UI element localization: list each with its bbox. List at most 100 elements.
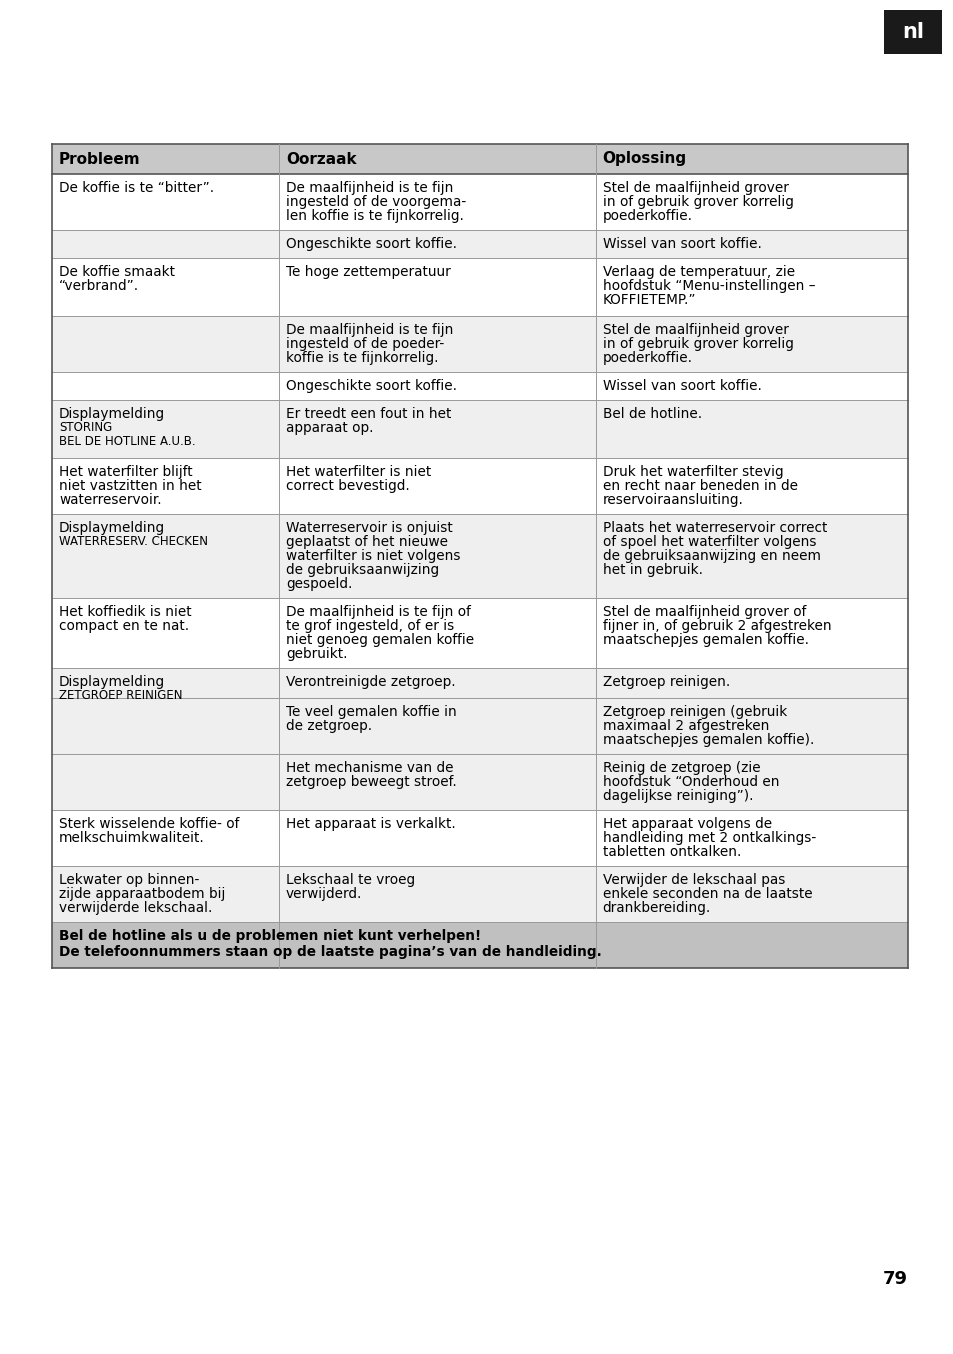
- Text: hoofdstuk “Menu-instellingen –: hoofdstuk “Menu-instellingen –: [602, 279, 814, 292]
- Text: Druk het waterfilter stevig: Druk het waterfilter stevig: [602, 464, 782, 479]
- Text: De maalfijnheid is te fijn: De maalfijnheid is te fijn: [286, 181, 453, 195]
- Text: gebruikt.: gebruikt.: [286, 647, 347, 661]
- Bar: [52, 458, 907, 515]
- Text: De telefoonnummers staan op de laatste pagina’s van de handleiding.: De telefoonnummers staan op de laatste p…: [59, 945, 601, 959]
- Text: fijner in, of gebruik 2 afgestreken: fijner in, of gebruik 2 afgestreken: [602, 619, 830, 634]
- Text: maximaal 2 afgestreken: maximaal 2 afgestreken: [602, 719, 768, 733]
- Text: en recht naar beneden in de: en recht naar beneden in de: [602, 479, 797, 493]
- Text: Te veel gemalen koffie in: Te veel gemalen koffie in: [286, 705, 456, 719]
- Text: Het waterfilter is niet: Het waterfilter is niet: [286, 464, 431, 479]
- Bar: [52, 668, 907, 699]
- Text: drankbereiding.: drankbereiding.: [602, 900, 710, 915]
- Bar: [883, 9, 941, 54]
- Text: compact en te nat.: compact en te nat.: [59, 619, 189, 634]
- Text: Het apparaat volgens de: Het apparaat volgens de: [602, 816, 771, 831]
- Text: nl: nl: [901, 22, 923, 42]
- Text: verwijderd.: verwijderd.: [286, 887, 362, 900]
- Text: koffie is te fijnkorrelig.: koffie is te fijnkorrelig.: [286, 351, 437, 366]
- Text: verwijderde lekschaal.: verwijderde lekschaal.: [59, 900, 213, 915]
- Text: poederkoffie.: poederkoffie.: [602, 351, 692, 366]
- Text: Het koffiedik is niet: Het koffiedik is niet: [59, 605, 192, 619]
- Text: Oorzaak: Oorzaak: [286, 152, 356, 167]
- Bar: [52, 699, 907, 754]
- Bar: [52, 598, 907, 668]
- Text: in of gebruik grover korrelig: in of gebruik grover korrelig: [602, 195, 793, 209]
- Text: in of gebruik grover korrelig: in of gebruik grover korrelig: [602, 337, 793, 351]
- Text: de gebruiksaanwijzing en neem: de gebruiksaanwijzing en neem: [602, 548, 820, 563]
- Text: Reinig de zetgroep (zie: Reinig de zetgroep (zie: [602, 761, 760, 774]
- Text: Wissel van soort koffie.: Wissel van soort koffie.: [602, 379, 760, 393]
- Text: waterfilter is niet volgens: waterfilter is niet volgens: [286, 548, 460, 563]
- Text: Zetgroep reinigen (gebruik: Zetgroep reinigen (gebruik: [602, 705, 786, 719]
- Text: Zetgroep reinigen.: Zetgroep reinigen.: [602, 676, 729, 689]
- Text: Ongeschikte soort koffie.: Ongeschikte soort koffie.: [286, 237, 456, 250]
- Bar: [52, 144, 907, 175]
- Text: waterreservoir.: waterreservoir.: [59, 493, 161, 506]
- Text: zijde apparaatbodem bij: zijde apparaatbodem bij: [59, 887, 225, 900]
- Text: Displaymelding: Displaymelding: [59, 676, 165, 689]
- Text: Wissel van soort koffie.: Wissel van soort koffie.: [602, 237, 760, 250]
- Text: zetgroep beweegt stroef.: zetgroep beweegt stroef.: [286, 774, 456, 789]
- Text: Lekschaal te vroeg: Lekschaal te vroeg: [286, 873, 415, 887]
- Bar: [52, 230, 907, 259]
- Bar: [52, 754, 907, 810]
- Text: De koffie smaakt: De koffie smaakt: [59, 265, 174, 279]
- Bar: [52, 867, 907, 922]
- Text: ZETGROEP REINIGEN: ZETGROEP REINIGEN: [59, 689, 182, 701]
- Text: STORING: STORING: [59, 421, 112, 435]
- Text: Ongeschikte soort koffie.: Ongeschikte soort koffie.: [286, 379, 456, 393]
- Bar: [52, 259, 907, 315]
- Text: reservoiraansluiting.: reservoiraansluiting.: [602, 493, 742, 506]
- Text: KOFFIETEMP.”: KOFFIETEMP.”: [602, 292, 696, 307]
- Text: Stel de maalfijnheid grover of: Stel de maalfijnheid grover of: [602, 605, 805, 619]
- Text: BEL DE HOTLINE A.U.B.: BEL DE HOTLINE A.U.B.: [59, 435, 195, 448]
- Text: Verlaag de temperatuur, zie: Verlaag de temperatuur, zie: [602, 265, 794, 279]
- Text: apparaat op.: apparaat op.: [286, 421, 373, 435]
- Text: enkele seconden na de laatste: enkele seconden na de laatste: [602, 887, 811, 900]
- Text: Verontreinigde zetgroep.: Verontreinigde zetgroep.: [286, 676, 455, 689]
- Text: ingesteld of de poeder-: ingesteld of de poeder-: [286, 337, 444, 351]
- Text: Stel de maalfijnheid grover: Stel de maalfijnheid grover: [602, 324, 787, 337]
- Text: niet genoeg gemalen koffie: niet genoeg gemalen koffie: [286, 634, 474, 647]
- Text: Displaymelding: Displaymelding: [59, 408, 165, 421]
- Bar: [52, 922, 907, 968]
- Text: De maalfijnheid is te fijn of: De maalfijnheid is te fijn of: [286, 605, 470, 619]
- Text: correct bevestigd.: correct bevestigd.: [286, 479, 409, 493]
- Text: Verwijder de lekschaal pas: Verwijder de lekschaal pas: [602, 873, 784, 887]
- Text: hoofdstuk “Onderhoud en: hoofdstuk “Onderhoud en: [602, 774, 779, 789]
- Text: dagelijkse reiniging”).: dagelijkse reiniging”).: [602, 789, 752, 803]
- Text: 79: 79: [882, 1270, 907, 1288]
- Text: te grof ingesteld, of er is: te grof ingesteld, of er is: [286, 619, 454, 634]
- Text: handleiding met 2 ontkalkings-: handleiding met 2 ontkalkings-: [602, 831, 815, 845]
- Text: gespoeld.: gespoeld.: [286, 577, 352, 590]
- Text: de gebruiksaanwijzing: de gebruiksaanwijzing: [286, 563, 438, 577]
- Text: maatschepjes gemalen koffie.: maatschepjes gemalen koffie.: [602, 634, 808, 647]
- Text: niet vastzitten in het: niet vastzitten in het: [59, 479, 201, 493]
- Text: de zetgroep.: de zetgroep.: [286, 719, 372, 733]
- Text: Er treedt een fout in het: Er treedt een fout in het: [286, 408, 451, 421]
- Text: Sterk wisselende koffie- of: Sterk wisselende koffie- of: [59, 816, 239, 831]
- Text: Oplossing: Oplossing: [602, 152, 686, 167]
- Text: Plaats het waterreservoir correct: Plaats het waterreservoir correct: [602, 521, 826, 535]
- Text: Probleem: Probleem: [59, 152, 140, 167]
- Text: Stel de maalfijnheid grover: Stel de maalfijnheid grover: [602, 181, 787, 195]
- Text: geplaatst of het nieuwe: geplaatst of het nieuwe: [286, 535, 447, 548]
- Text: Het apparaat is verkalkt.: Het apparaat is verkalkt.: [286, 816, 456, 831]
- Text: het in gebruik.: het in gebruik.: [602, 563, 701, 577]
- Bar: [52, 175, 907, 230]
- Bar: [52, 810, 907, 867]
- Text: Waterreservoir is onjuist: Waterreservoir is onjuist: [286, 521, 452, 535]
- Bar: [52, 315, 907, 372]
- Text: Te hoge zettemperatuur: Te hoge zettemperatuur: [286, 265, 450, 279]
- Text: Lekwater op binnen-: Lekwater op binnen-: [59, 873, 199, 887]
- Text: maatschepjes gemalen koffie).: maatschepjes gemalen koffie).: [602, 733, 813, 747]
- Text: poederkoffie.: poederkoffie.: [602, 209, 692, 223]
- Text: melkschuimkwaliteit.: melkschuimkwaliteit.: [59, 831, 205, 845]
- Bar: [52, 372, 907, 399]
- Text: len koffie is te fijnkorrelig.: len koffie is te fijnkorrelig.: [286, 209, 463, 223]
- Bar: [52, 399, 907, 458]
- Bar: [52, 515, 907, 598]
- Text: De maalfijnheid is te fijn: De maalfijnheid is te fijn: [286, 324, 453, 337]
- Text: Bel de hotline als u de problemen niet kunt verhelpen!: Bel de hotline als u de problemen niet k…: [59, 929, 480, 942]
- Text: ingesteld of de voorgema-: ingesteld of de voorgema-: [286, 195, 466, 209]
